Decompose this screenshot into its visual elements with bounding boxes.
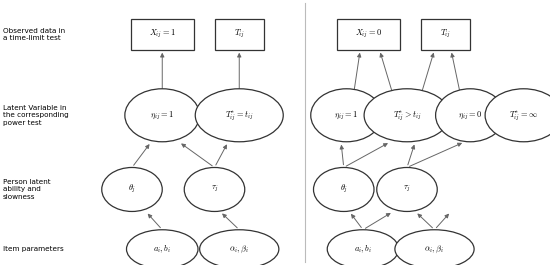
Ellipse shape xyxy=(126,230,198,265)
Text: $\tau_{j}$: $\tau_{j}$ xyxy=(211,184,218,195)
FancyBboxPatch shape xyxy=(131,19,194,50)
Text: $X_{ij}=0$: $X_{ij}=0$ xyxy=(355,28,382,41)
Text: $X_{ij}=1$: $X_{ij}=1$ xyxy=(149,28,175,41)
Ellipse shape xyxy=(364,89,450,142)
Ellipse shape xyxy=(314,167,374,211)
Text: Observed data in
a time-limit test: Observed data in a time-limit test xyxy=(3,28,65,41)
Ellipse shape xyxy=(377,167,437,211)
Text: $\theta_{j}$: $\theta_{j}$ xyxy=(340,183,348,196)
Ellipse shape xyxy=(200,230,279,265)
Text: $\alpha_i, \beta_i$: $\alpha_i, \beta_i$ xyxy=(425,244,444,255)
Text: $a_i, b_i$: $a_i, b_i$ xyxy=(354,243,372,255)
Text: $T_{ij}^{*}=t_{ij}$: $T_{ij}^{*}=t_{ij}$ xyxy=(225,109,254,122)
Ellipse shape xyxy=(195,89,283,142)
Text: Person latent
ability and
slowness: Person latent ability and slowness xyxy=(3,179,51,200)
Ellipse shape xyxy=(395,230,474,265)
Text: Latent Variable in
the corresponding
power test: Latent Variable in the corresponding pow… xyxy=(3,104,69,126)
Text: $T_{ij}$: $T_{ij}$ xyxy=(234,28,245,41)
Text: $\tau_{j}$: $\tau_{j}$ xyxy=(403,184,411,195)
Text: $\theta_{j}$: $\theta_{j}$ xyxy=(128,183,136,196)
Text: $\alpha_i, \beta_i$: $\alpha_i, \beta_i$ xyxy=(229,244,249,255)
Text: Item parameters: Item parameters xyxy=(3,246,63,252)
Text: $\eta_{ij}=1$: $\eta_{ij}=1$ xyxy=(150,109,174,121)
Text: $T_{ij}^{*}=\infty$: $T_{ij}^{*}=\infty$ xyxy=(509,109,538,122)
Text: $\eta_{ij}=0$: $\eta_{ij}=0$ xyxy=(458,109,482,121)
Ellipse shape xyxy=(102,167,162,211)
FancyBboxPatch shape xyxy=(421,19,470,50)
Text: $\eta_{ij}=1$: $\eta_{ij}=1$ xyxy=(334,109,359,121)
Text: $a_i, b_i$: $a_i, b_i$ xyxy=(153,243,171,255)
Text: $T_{ij}^{*}>t_{ij}$: $T_{ij}^{*}>t_{ij}$ xyxy=(393,109,421,122)
Ellipse shape xyxy=(311,89,382,142)
Ellipse shape xyxy=(327,230,399,265)
Ellipse shape xyxy=(436,89,505,142)
FancyBboxPatch shape xyxy=(214,19,264,50)
Ellipse shape xyxy=(125,89,200,142)
FancyBboxPatch shape xyxy=(337,19,400,50)
Ellipse shape xyxy=(485,89,550,142)
Ellipse shape xyxy=(184,167,245,211)
Text: $T_{ij}$: $T_{ij}$ xyxy=(440,28,451,41)
